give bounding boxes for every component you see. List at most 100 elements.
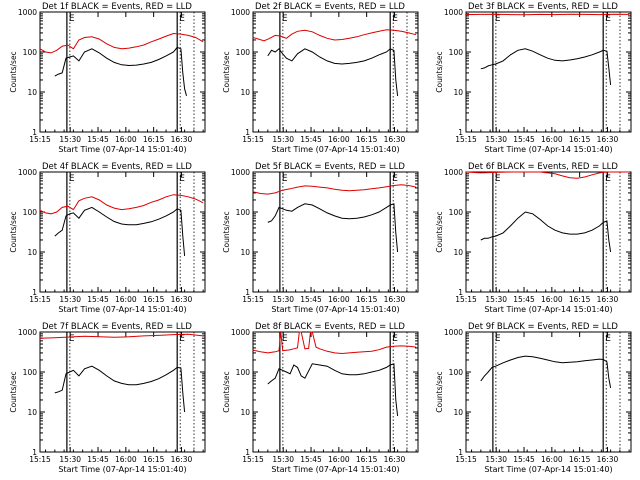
y-tick-label: 1 [458, 448, 463, 457]
x-tick-label: 16:30 [384, 295, 406, 304]
x-tick-label: 16:30 [384, 455, 406, 464]
x-axis-label: Start Time (07-Apr-14 15:01:40) [58, 145, 186, 154]
event-marker-label: E [392, 334, 398, 344]
y-tick-label: 1000 [231, 168, 250, 177]
panel-title: Det 5f BLACK = Events, RED = LLD [255, 162, 405, 172]
x-tick-label: 16:30 [384, 135, 406, 144]
panel-title: Det 4f BLACK = Events, RED = LLD [42, 162, 192, 172]
event-marker-label: E [69, 334, 75, 344]
event-marker-label: E [69, 174, 75, 184]
x-tick-label: 16:00 [328, 455, 350, 464]
series-line-events [54, 206, 186, 256]
x-tick-label: 16:30 [597, 135, 619, 144]
y-axis-label: Counts/sec [222, 211, 231, 252]
y-tick-label: 10 [453, 408, 463, 417]
event-marker-label: E [605, 334, 611, 344]
series-line-events [54, 365, 186, 413]
y-tick-label: 100 [23, 368, 38, 377]
panel-title: Det 9f BLACK = Events, RED = LLD [468, 322, 618, 332]
event-marker-label: E [605, 174, 611, 184]
series-line-events [267, 48, 399, 96]
y-axis-label: Counts/sec [222, 51, 231, 92]
x-tick-label: 15:15 [455, 455, 477, 464]
panel-det-5f: Det 5f BLACK = Events, RED = LLD 1 10 100 10… [222, 162, 419, 314]
y-tick-label: 1000 [444, 328, 463, 337]
x-tick-label: 16:00 [541, 455, 563, 464]
x-tick-label: 16:00 [541, 135, 563, 144]
y-tick-label: 10 [27, 408, 37, 417]
event-marker-label: E [69, 14, 75, 24]
x-axis-label: Start Time (07-Apr-14 15:01:40) [484, 305, 612, 314]
series-line-lld [465, 171, 630, 179]
plot-frame [465, 331, 632, 453]
x-tick-label: 16:15 [143, 295, 165, 304]
y-axis-label: Counts/sec [9, 211, 18, 252]
x-tick-label: 15:15 [242, 455, 264, 464]
x-tick-label: 16:00 [328, 295, 350, 304]
y-tick-label: 10 [240, 88, 250, 97]
x-axis-label: Start Time (07-Apr-14 15:01:40) [58, 465, 186, 474]
x-tick-label: 15:45 [513, 295, 535, 304]
y-tick-label: 10 [240, 248, 250, 257]
y-tick-label: 1000 [18, 328, 37, 337]
x-tick-label: 15:45 [87, 455, 109, 464]
y-tick-label: 1 [458, 128, 463, 137]
x-tick-label: 16:15 [569, 295, 591, 304]
y-tick-label: 10 [27, 248, 37, 257]
x-tick-label: 16:15 [143, 135, 165, 144]
y-tick-label: 10 [240, 408, 250, 417]
x-axis-label: Start Time (07-Apr-14 15:01:40) [58, 305, 186, 314]
event-marker-label: E [282, 14, 288, 24]
x-tick-label: 15:15 [242, 295, 264, 304]
x-axis-label: Start Time (07-Apr-14 15:01:40) [271, 305, 399, 314]
x-tick-label: 16:15 [356, 455, 378, 464]
x-tick-label: 15:30 [485, 295, 507, 304]
panel-title: Det 6f BLACK = Events, RED = LLD [468, 162, 618, 172]
x-tick-label: 16:30 [171, 455, 193, 464]
y-tick-label: 1 [32, 288, 37, 297]
event-marker-label: E [495, 174, 501, 184]
x-tick-label: 15:45 [87, 135, 109, 144]
series-line-lld [252, 184, 417, 195]
panel-title: Det 8f BLACK = Events, RED = LLD [255, 322, 405, 332]
y-tick-label: 1000 [18, 168, 37, 177]
x-tick-label: 16:00 [115, 295, 137, 304]
panel-det-7f: Det 7f BLACK = Events, RED = LLD 1 10 100 10… [9, 322, 206, 474]
x-tick-label: 15:45 [300, 295, 322, 304]
x-tick-label: 15:30 [485, 135, 507, 144]
plot-frame [39, 11, 206, 133]
panel-title: Det 1f BLACK = Events, RED = LLD [42, 2, 192, 12]
y-tick-label: 100 [449, 208, 464, 217]
series-line-lld [252, 331, 417, 355]
y-axis-label: Counts/sec [435, 51, 444, 92]
series-line-events [480, 211, 612, 253]
x-tick-label: 15:45 [513, 135, 535, 144]
event-marker-label: E [495, 14, 501, 24]
x-tick-label: 15:45 [300, 135, 322, 144]
series-line-events [54, 46, 187, 97]
y-tick-label: 1 [32, 128, 37, 137]
panel-det-4f: Det 4f BLACK = Events, RED = LLD 1 10 100 10… [9, 162, 206, 314]
x-tick-label: 16:30 [171, 135, 193, 144]
plot-frame [252, 11, 419, 133]
y-tick-label: 1000 [231, 328, 250, 337]
x-tick-label: 15:15 [29, 135, 51, 144]
y-tick-label: 100 [23, 48, 38, 57]
x-tick-label: 15:30 [59, 455, 81, 464]
plot-frame [465, 11, 632, 133]
y-tick-label: 1 [458, 288, 463, 297]
x-tick-label: 16:15 [356, 135, 378, 144]
y-tick-label: 1000 [444, 168, 463, 177]
x-tick-label: 16:00 [115, 455, 137, 464]
x-tick-label: 15:45 [513, 455, 535, 464]
panel-title: Det 3f BLACK = Events, RED = LLD [468, 2, 618, 12]
y-axis-label: Counts/sec [435, 211, 444, 252]
plot-frame [39, 171, 206, 293]
plot-frame [39, 331, 206, 453]
x-tick-label: 15:45 [300, 455, 322, 464]
y-tick-label: 1 [32, 448, 37, 457]
event-marker-label: E [605, 14, 611, 24]
x-tick-label: 16:30 [171, 295, 193, 304]
x-tick-label: 15:30 [59, 135, 81, 144]
